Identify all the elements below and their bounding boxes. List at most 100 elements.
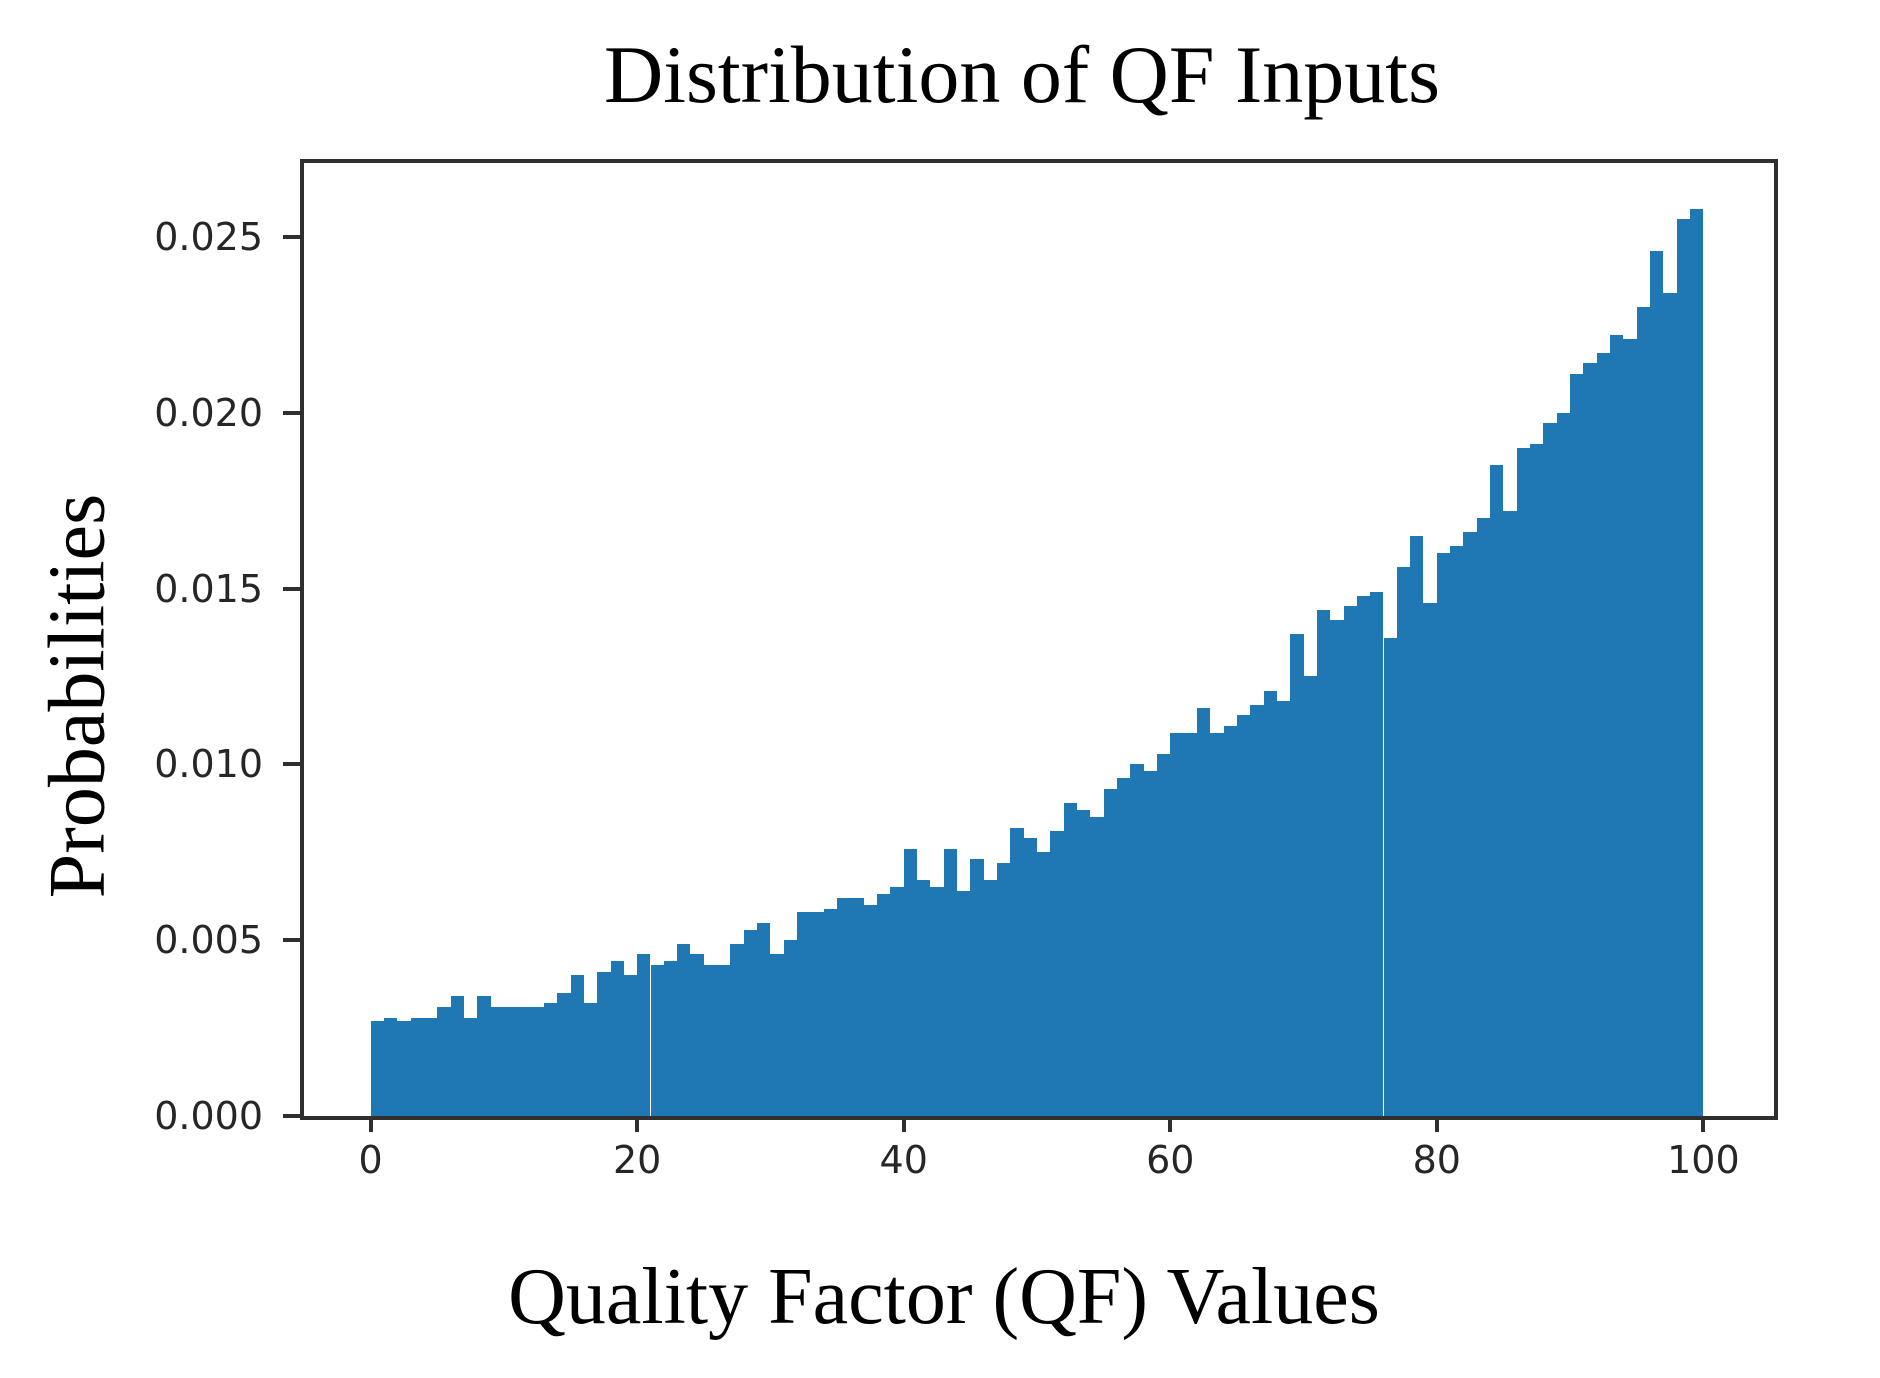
histogram-bar [637,954,651,1116]
x-tick-mark [1434,1116,1439,1132]
histogram-bar [1023,838,1037,1116]
histogram-bar [450,996,464,1116]
x-tick-mark [901,1116,906,1132]
histogram-bar [1543,423,1557,1116]
y-tick-label: 0.005 [154,918,263,963]
histogram-bar [1303,676,1317,1116]
histogram-bar [877,894,891,1116]
histogram-bar [1490,465,1504,1116]
histogram-bar [1196,708,1211,1116]
x-tick-label: 40 [879,1138,928,1182]
histogram-bar [517,1007,531,1116]
histogram-bar [1236,715,1251,1116]
histogram-bar [1396,567,1411,1116]
histogram-bar [1183,732,1197,1116]
histogram-bar [1436,553,1451,1116]
y-tick-mark [283,410,300,415]
y-tick-label: 0.015 [154,566,263,611]
histogram-bar [383,1017,398,1116]
histogram-bar [410,1017,424,1116]
histogram-bar [1610,335,1624,1116]
histogram-bar [850,897,864,1116]
histogram-bar [530,1007,544,1116]
histogram-bar [623,975,638,1116]
histogram-bar [1503,511,1517,1116]
histogram-bar [1556,412,1571,1116]
histogram-bar [1276,701,1291,1116]
y-tick-mark [283,234,300,239]
histogram-bar [997,862,1011,1116]
y-tick-label: 0.000 [154,1094,263,1138]
histogram-bar [1170,732,1184,1116]
histogram-bar [543,1003,558,1116]
histogram-bar [663,961,678,1116]
histogram-bar [1210,732,1224,1116]
histogram-bar [1450,546,1464,1116]
histogram-bar [610,961,624,1116]
y-tick-mark [283,938,300,943]
histogram-bar [570,975,584,1116]
histogram-bar [1636,307,1651,1116]
y-tick-label: 0.010 [154,742,263,787]
chart-title: Distribution of QF Inputs [604,29,1440,120]
x-tick-mark [368,1116,373,1132]
histogram-bar [1037,852,1051,1116]
x-tick-label: 60 [1146,1138,1195,1182]
histogram-bar [970,859,984,1116]
y-tick-label: 0.020 [154,390,263,435]
histogram-bar [1076,810,1091,1116]
histogram-bar [890,887,904,1116]
histogram-bar [1370,592,1384,1116]
histogram-bar [1663,293,1677,1116]
x-tick-label: 100 [1667,1138,1740,1182]
histogram-bar [1156,753,1171,1116]
histogram-bar [1290,634,1304,1116]
histogram-bar [1250,704,1264,1116]
histogram-bar [1316,609,1331,1116]
histogram-bar [957,890,971,1116]
x-tick-label: 20 [612,1138,662,1182]
histogram-bar [983,880,997,1116]
histogram-bar [1623,338,1637,1116]
histogram-bar [797,912,811,1116]
histogram-bar [1116,778,1131,1116]
histogram-bar [1010,827,1024,1116]
histogram-bar [757,922,771,1116]
plot-area [300,159,1778,1120]
y-axis-label: Probabilities [33,493,122,899]
histogram-bar [810,912,824,1116]
histogram-bar [717,964,731,1116]
histogram-bar [930,887,944,1116]
histogram-bar [1650,250,1664,1116]
y-tick-mark [283,1114,300,1118]
histogram-bar [917,880,931,1116]
histogram-bar [1263,690,1277,1116]
histogram-bar [903,848,918,1116]
histogram-bar [477,996,491,1116]
histogram-bar [503,1007,518,1116]
histogram-bars [304,163,1774,1116]
histogram-bar [597,971,611,1116]
histogram-bar [557,992,571,1116]
histogram-bar [1130,764,1144,1116]
x-tick-mark [635,1116,640,1132]
y-tick-mark [283,586,300,591]
x-tick-mark [1168,1116,1173,1132]
histogram-bar [1356,595,1371,1116]
histogram-bar [1330,620,1344,1116]
histogram-bar [583,1003,598,1116]
histogram-bar [770,954,784,1116]
histogram-bar [1090,817,1104,1116]
histogram-bar [463,1017,478,1116]
y-tick-label: 0.025 [154,214,263,259]
histogram-bar [837,897,851,1116]
histogram-bar [677,943,691,1116]
histogram-bar [1463,532,1477,1116]
histogram-bar [1676,219,1691,1116]
histogram-bar [690,954,704,1116]
histogram-bar [1530,444,1544,1116]
histogram-bar [943,848,958,1116]
histogram-bar [730,943,744,1116]
histogram-bar [1223,725,1237,1116]
